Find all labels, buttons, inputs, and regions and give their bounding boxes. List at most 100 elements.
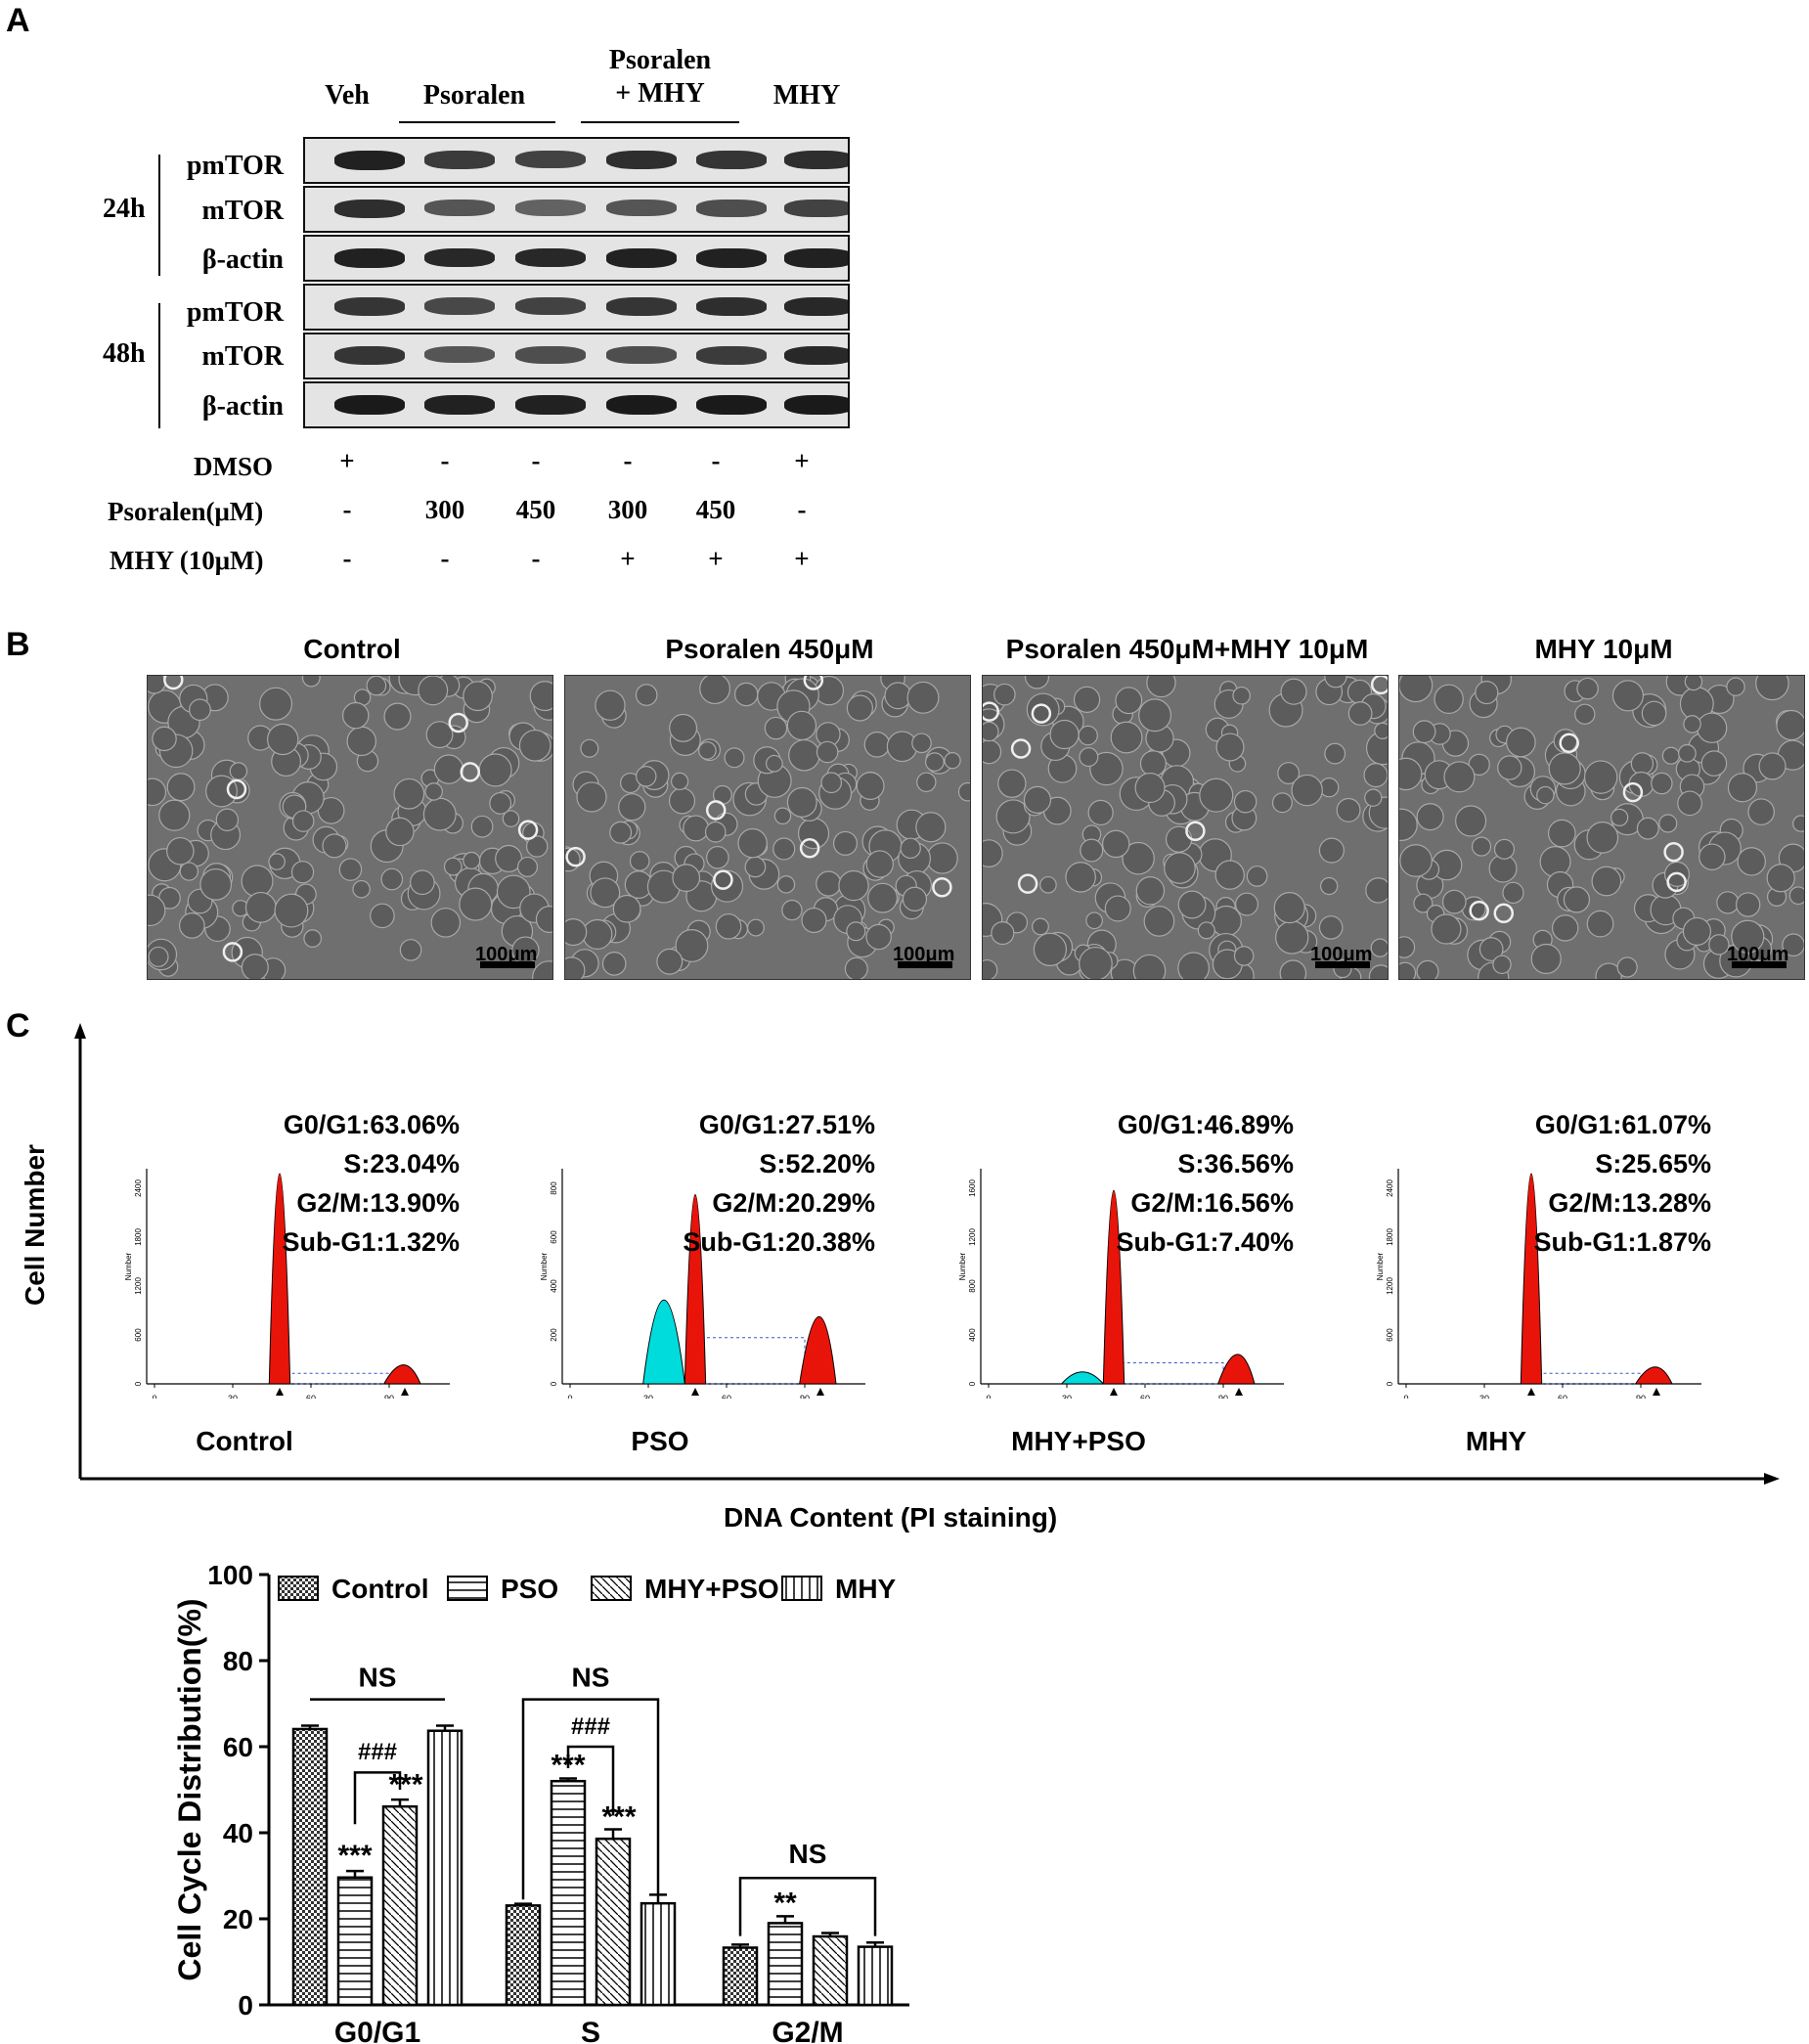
- scale-bar-label: 100μm: [475, 944, 538, 965]
- y-tick-label: 800: [968, 1279, 977, 1293]
- cell: [1611, 680, 1644, 712]
- cell: [595, 689, 626, 721]
- bar: [767, 1922, 804, 2007]
- significance-stars: ***: [337, 1840, 372, 1872]
- cell: [773, 807, 792, 824]
- blot-band: [606, 151, 677, 170]
- flow-histogram: 03060901200200400600800Number: [540, 1169, 865, 1399]
- flow-stats: G0/G1:61.07% S:25.65% G2/M:13.28% Sub-G1:1.…: [1477, 1105, 1711, 1262]
- g2m-peak: [1634, 1366, 1673, 1385]
- cell: [1199, 778, 1234, 813]
- micrograph-image: [147, 675, 553, 980]
- cell: [1318, 837, 1345, 864]
- cell: [1110, 721, 1143, 754]
- micrograph-cells: [565, 676, 970, 979]
- blot-band: [334, 200, 405, 219]
- cell: [1726, 677, 1745, 696]
- flow-stat-line: Sub-G1:1.87%: [1533, 1227, 1711, 1257]
- cell: [1548, 752, 1581, 785]
- y-tick-label: 1200: [134, 1277, 143, 1295]
- cell: [957, 781, 970, 802]
- cell: [1471, 836, 1492, 857]
- cell: [1737, 847, 1766, 876]
- cell: [1214, 860, 1245, 890]
- blot-band: [424, 346, 495, 364]
- g2m-peak: [382, 1364, 421, 1385]
- cell: [1115, 687, 1143, 715]
- cell: [1101, 829, 1130, 859]
- treatment-value: +: [794, 446, 810, 475]
- cell: [1651, 772, 1673, 795]
- peak-marker: [1653, 1388, 1660, 1396]
- cell: [489, 791, 512, 815]
- cell: [1574, 703, 1596, 725]
- row-label-mtor-48: mTOR: [201, 341, 285, 372]
- cell: [1658, 814, 1678, 833]
- rounded-cell: [983, 701, 1000, 722]
- y-tick-label: 600: [134, 1328, 143, 1342]
- treatment-value: -: [440, 544, 450, 573]
- cell: [1085, 911, 1103, 930]
- cell: [1478, 937, 1504, 961]
- row-label-mtor-24: mTOR: [201, 196, 285, 226]
- g0g1-peak: [1102, 1189, 1125, 1385]
- blot-band: [606, 200, 677, 217]
- cell: [179, 862, 199, 881]
- cell: [1033, 932, 1068, 966]
- blot-band: [334, 248, 405, 268]
- treatment-value: -: [342, 495, 352, 524]
- bracket-24h: [158, 155, 160, 276]
- treatment-value: +: [339, 446, 355, 475]
- cell: [1399, 757, 1423, 791]
- cell: [1536, 785, 1555, 805]
- cell: [1232, 686, 1251, 705]
- cell: [590, 877, 621, 909]
- cell: [715, 912, 742, 940]
- cell: [906, 681, 940, 714]
- x-tick-label: 60: [1558, 1394, 1567, 1399]
- cell: [704, 821, 727, 843]
- cell: [1563, 886, 1591, 913]
- micrograph-cells: [148, 676, 552, 979]
- cell: [366, 676, 387, 696]
- rounded-cell: [1370, 676, 1388, 695]
- legend-swatch: [781, 1576, 822, 1601]
- cell: [580, 738, 599, 758]
- cell: [1399, 808, 1418, 841]
- rounded-cell: [799, 838, 820, 859]
- blot-band: [784, 248, 848, 268]
- cell: [916, 772, 937, 792]
- micrograph-title: Psoralen 450μM+MHY 10μM: [1005, 634, 1369, 664]
- cell: [290, 861, 315, 884]
- cell: [1641, 700, 1667, 727]
- treatment-value: +: [708, 544, 724, 573]
- flow-stat-line: G0/G1:61.07%: [1534, 1110, 1711, 1139]
- bar-y-tick-label: 80: [223, 1646, 253, 1676]
- blot-strip: [303, 333, 850, 379]
- blot-band: [515, 200, 586, 216]
- cell: [1026, 692, 1060, 727]
- cell: [1506, 727, 1536, 758]
- blot-band: [784, 395, 848, 415]
- significance-stars: ***: [601, 1800, 636, 1833]
- cell: [781, 899, 803, 921]
- legend-label: MHY+PSO: [644, 1574, 779, 1604]
- cell: [991, 921, 1015, 946]
- cell: [786, 786, 817, 818]
- blot-band: [424, 248, 495, 268]
- cell: [148, 778, 167, 807]
- cell: [1104, 895, 1131, 922]
- rounded-cell: [448, 712, 468, 733]
- cell: [670, 772, 689, 791]
- y-axis-number-label: Number: [124, 1252, 133, 1280]
- cell: [565, 956, 586, 979]
- blot-band: [515, 297, 586, 316]
- cell: [338, 858, 363, 881]
- cell: [1197, 921, 1215, 940]
- cell: [1586, 822, 1619, 854]
- rounded-cell: [517, 820, 539, 840]
- cell: [1441, 889, 1467, 914]
- cell: [902, 886, 928, 911]
